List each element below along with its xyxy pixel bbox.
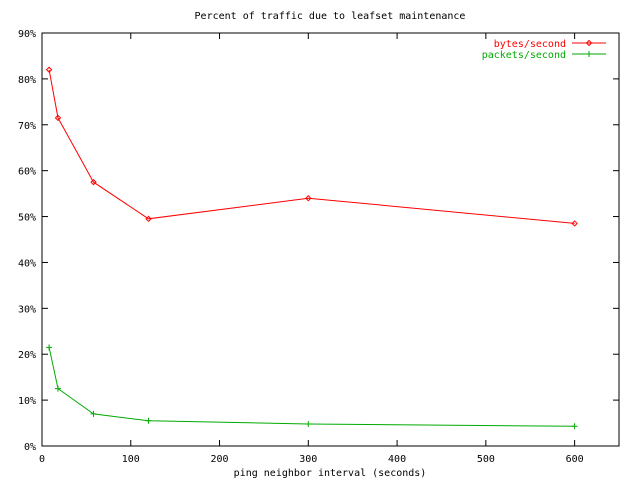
x-tick-label: 200 bbox=[211, 454, 229, 465]
series-line bbox=[48, 347, 575, 427]
y-tick-label: 50% bbox=[18, 213, 36, 224]
data-point bbox=[571, 423, 578, 430]
x-tick-label: 100 bbox=[122, 454, 140, 465]
x-axis: 0 100 200 300 400 500 600 bbox=[39, 33, 584, 465]
data-point bbox=[145, 417, 152, 424]
y-tick-label: 30% bbox=[18, 304, 36, 315]
data-point bbox=[45, 66, 53, 73]
data-point bbox=[145, 215, 152, 223]
y-tick-label: 70% bbox=[18, 121, 36, 132]
data-point bbox=[571, 220, 578, 227]
data-point bbox=[305, 420, 312, 427]
data-point bbox=[586, 51, 592, 57]
y-tick-label: 40% bbox=[18, 258, 36, 269]
series-packets bbox=[46, 344, 578, 430]
y-tick-label: 90% bbox=[18, 29, 36, 40]
chart-title: Percent of traffic due to leafset mainte… bbox=[195, 11, 466, 22]
series-line bbox=[48, 69, 575, 224]
series-layer bbox=[45, 66, 578, 430]
y-tick-label: 20% bbox=[18, 350, 36, 361]
x-axis-label: ping neighbor interval (seconds) bbox=[234, 468, 427, 479]
data-point bbox=[90, 410, 97, 417]
y-axis: 0% 10% 20% 30% 40% 50% 60% 70% 80% 90% bbox=[18, 29, 619, 453]
data-point bbox=[46, 344, 53, 351]
x-tick-label: 300 bbox=[299, 454, 317, 465]
series-bytes bbox=[45, 66, 578, 227]
y-tick-label: 80% bbox=[18, 75, 36, 86]
data-point bbox=[54, 114, 62, 122]
legend-label: packets/second bbox=[482, 50, 566, 61]
y-tick-label: 10% bbox=[18, 396, 36, 407]
x-tick-label: 0 bbox=[39, 454, 45, 465]
x-tick-label: 400 bbox=[388, 454, 406, 465]
data-point bbox=[90, 178, 97, 186]
legend-label: bytes/second bbox=[494, 39, 566, 50]
data-point bbox=[305, 194, 312, 202]
y-tick-label: 60% bbox=[18, 167, 36, 178]
x-tick-label: 500 bbox=[477, 454, 495, 465]
data-point bbox=[54, 385, 61, 392]
plot-frame bbox=[41, 32, 620, 447]
y-tick-label: 0% bbox=[24, 442, 36, 453]
x-tick-label: 600 bbox=[566, 454, 584, 465]
data-point bbox=[585, 39, 593, 47]
